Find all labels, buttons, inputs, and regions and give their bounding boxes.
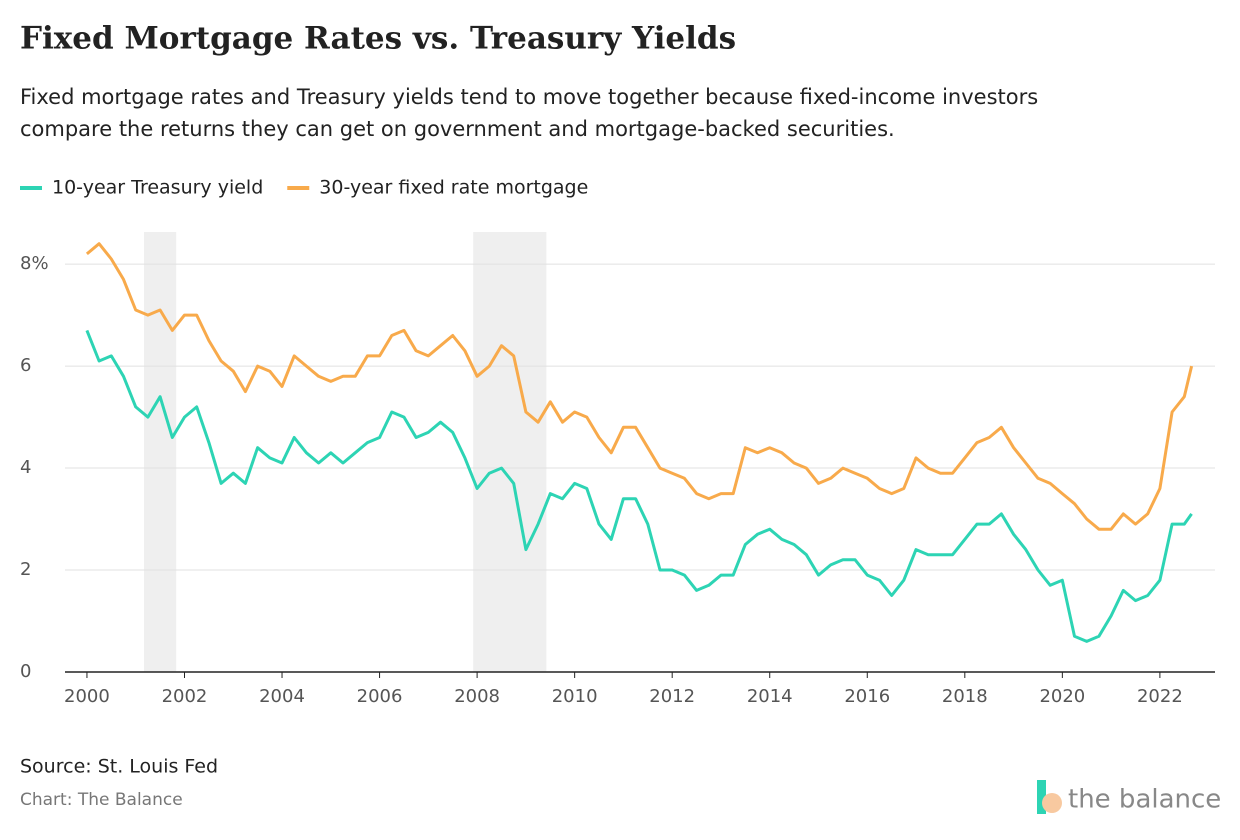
x-tick-label: 2020 <box>1039 686 1085 707</box>
x-tick-label: 2004 <box>259 686 305 707</box>
y-tick-label: 0 <box>20 661 31 682</box>
x-tick-label: 2008 <box>454 686 500 707</box>
y-tick-label: 6 <box>20 355 31 376</box>
x-tick-label: 2012 <box>649 686 695 707</box>
logo-mark <box>1037 780 1046 814</box>
y-tick-label: 8% <box>20 253 49 274</box>
chart-title: Fixed Mortgage Rates vs. Treasury Yields <box>20 21 736 57</box>
source: Source: St. Louis Fed <box>20 756 218 778</box>
subtitle: compare the returns they can get on gove… <box>20 117 895 141</box>
shaded-period <box>473 232 547 672</box>
x-tick-label: 2006 <box>357 686 403 707</box>
legend-label: 10-year Treasury yield <box>52 177 263 199</box>
x-tick-label: 2002 <box>162 686 208 707</box>
x-tick-label: 2000 <box>64 686 110 707</box>
x-tick-label: 2014 <box>747 686 793 707</box>
shaded-period <box>144 232 177 672</box>
subtitle: Fixed mortgage rates and Treasury yields… <box>20 85 1038 109</box>
series-line <box>85 242 1194 531</box>
x-tick-label: 2022 <box>1137 686 1183 707</box>
legend-label: 30-year fixed rate mortgage <box>319 177 588 199</box>
logo-mark <box>1042 793 1062 813</box>
y-tick-label: 2 <box>20 559 31 580</box>
x-tick-label: 2016 <box>844 686 890 707</box>
x-tick-label: 2018 <box>942 686 988 707</box>
logo: the balance <box>1068 785 1221 815</box>
x-tick-label: 2010 <box>552 686 598 707</box>
credit: Chart: The Balance <box>20 790 183 810</box>
series-line <box>85 329 1193 643</box>
y-tick-label: 4 <box>20 457 31 478</box>
